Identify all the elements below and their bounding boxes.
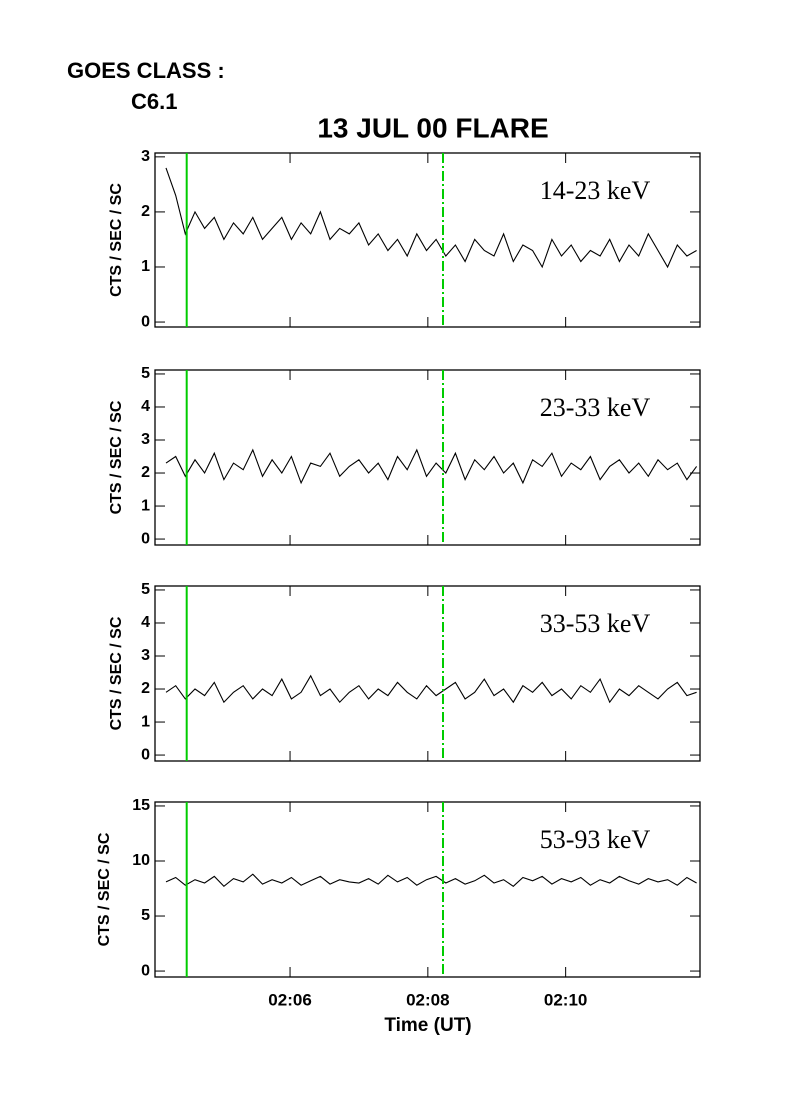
y-tick-label: 2 [141, 464, 150, 481]
data-line [165, 873, 697, 888]
data-line [165, 167, 697, 269]
chart-title: 13 JUL 00 FLARE [317, 112, 548, 143]
panel-label: 33-53 keV [540, 609, 651, 638]
y-axis-label: CTS / SEC / SC [108, 183, 125, 297]
x-tick-label: 02:06 [268, 990, 311, 1009]
y-tick-label: 3 [141, 148, 150, 165]
y-axis-label: CTS / SEC / SC [108, 616, 125, 730]
y-tick-label: 2 [141, 680, 150, 697]
y-tick-label: 4 [141, 398, 150, 415]
y-tick-label: 10 [132, 852, 150, 869]
x-axis-label: Time (UT) [384, 1015, 471, 1036]
y-tick-label: 5 [141, 365, 150, 382]
y-tick-label: 4 [141, 614, 150, 631]
y-tick-label: 0 [141, 962, 150, 979]
x-tick-label: 02:08 [406, 990, 449, 1009]
y-tick-label: 15 [132, 797, 150, 814]
y-tick-label: 3 [141, 431, 150, 448]
y-tick-label: 3 [141, 647, 150, 664]
y-tick-label: 1 [141, 258, 150, 275]
panel-label: 53-93 keV [540, 825, 651, 854]
y-axis-label: CTS / SEC / SC [96, 832, 113, 946]
y-tick-label: 0 [141, 746, 150, 763]
x-tick-label: 02:10 [544, 990, 587, 1009]
y-axis-label: CTS / SEC / SC [108, 400, 125, 514]
data-line [165, 674, 697, 704]
y-tick-label: 1 [141, 497, 150, 514]
goes-class: C6.1 [131, 89, 177, 114]
y-tick-label: 0 [141, 530, 150, 547]
y-tick-label: 5 [141, 581, 150, 598]
data-line [165, 448, 698, 485]
panel-label: 23-33 keV [540, 393, 651, 422]
y-tick-label: 0 [141, 313, 150, 330]
panel-label: 14-23 keV [540, 176, 651, 205]
y-tick-label: 2 [141, 203, 150, 220]
goes-label: GOES CLASS : [67, 58, 225, 83]
y-tick-label: 5 [141, 907, 150, 924]
y-tick-label: 1 [141, 713, 150, 730]
